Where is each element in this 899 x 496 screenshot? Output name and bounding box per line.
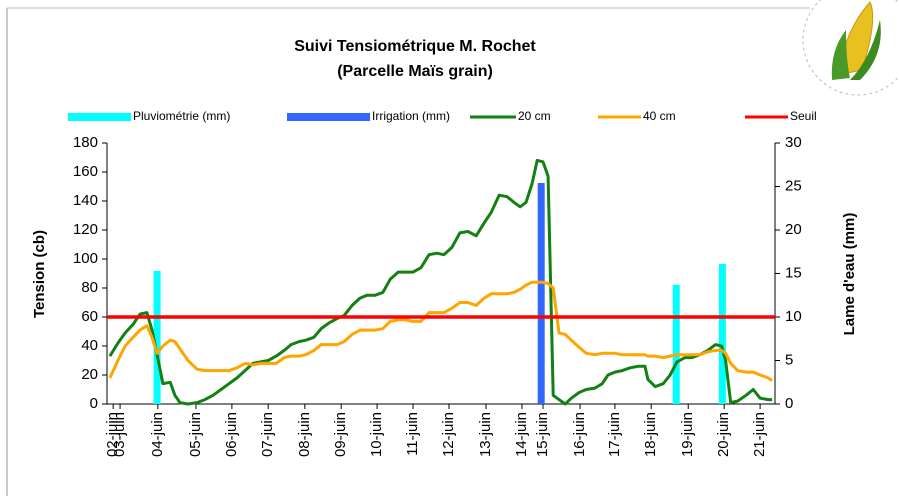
legend-label: 40 cm	[643, 109, 676, 123]
x-tick-label: 15-juin	[534, 412, 551, 457]
y2-tick-label: 30	[785, 134, 802, 151]
x-tick-label: 07-juin	[259, 412, 276, 457]
x-tick-label: 09-juin	[332, 412, 349, 457]
y-axis-label: Tension (cb)	[31, 230, 48, 318]
legend-swatch	[68, 113, 131, 121]
y2-tick-label: 20	[785, 221, 802, 238]
x-tick-label: 16-juin	[571, 412, 588, 457]
y-tick-label: 20	[81, 366, 98, 383]
bar	[538, 183, 545, 404]
line	[110, 160, 772, 404]
corn-logo	[803, 0, 899, 95]
y2-axis-label: Lame d'eau (mm)	[841, 213, 858, 336]
x-tick-label: 04-juin	[149, 412, 166, 457]
y-tick-label: 60	[81, 308, 98, 325]
legend-label: Pluviométrie (mm)	[133, 109, 230, 123]
y-tick-label: 140	[73, 192, 98, 209]
legend-label: Seuil	[790, 109, 817, 123]
y2-tick-label: 25	[785, 177, 802, 194]
bar	[719, 264, 726, 404]
y-tick-label: 120	[73, 221, 98, 238]
x-tick-label: 08-juin	[296, 412, 313, 457]
chart-title: Suivi Tensiométrique M. Rochet	[294, 38, 536, 55]
x-tick-label: 13-juin	[477, 412, 494, 457]
y2-tick-label: 10	[785, 308, 802, 325]
x-tick-label: 17-juin	[606, 412, 623, 457]
y-tick-label: 80	[81, 279, 98, 296]
y-tick-label: 0	[90, 395, 98, 412]
x-tick-label: 03-juin	[111, 412, 128, 457]
legend-swatch	[287, 113, 370, 121]
legend-label: 20 cm	[518, 109, 551, 123]
x-tick-label: 21-juin	[751, 412, 768, 457]
x-tick-label: 05-juin	[187, 412, 204, 457]
y2-tick-label: 15	[785, 264, 802, 281]
legend-label: Irrigation (mm)	[372, 109, 450, 123]
y-tick-label: 180	[73, 134, 98, 151]
x-tick-label: 20-juin	[715, 412, 732, 457]
x-tick-label: 19-juin	[679, 412, 696, 457]
x-tick-label: 18-juin	[642, 412, 659, 457]
chart-subtitle: (Parcelle Maïs grain)	[337, 63, 493, 80]
x-tick-label: 10-juin	[368, 412, 385, 457]
y-tick-label: 100	[73, 250, 98, 267]
y2-tick-label: 0	[785, 395, 793, 412]
bar	[673, 285, 680, 404]
x-tick-label: 06-juin	[223, 412, 240, 457]
x-tick-label: 11-juin	[404, 412, 421, 456]
y-tick-label: 160	[73, 163, 98, 180]
y-tick-label: 40	[81, 337, 98, 354]
x-tick-label: 14-juin	[513, 412, 530, 457]
chart: Suivi Tensiométrique M. Rochet (Parcelle…	[0, 0, 899, 496]
y2-tick-label: 5	[785, 351, 793, 368]
x-tick-label: 12-juin	[440, 412, 457, 457]
